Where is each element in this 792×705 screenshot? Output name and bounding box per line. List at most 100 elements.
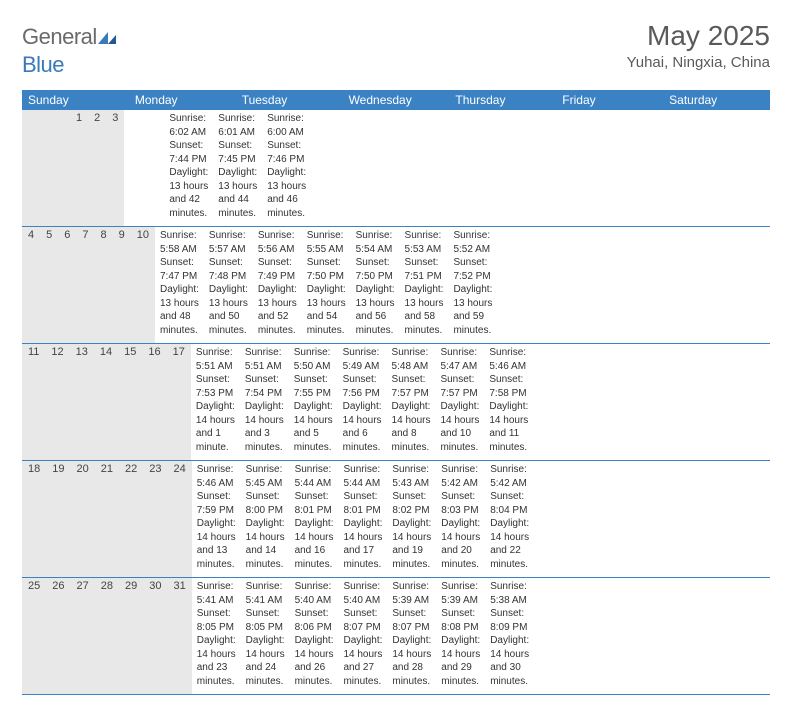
daylight-text: Daylight: 14 hours and 28 minutes.: [392, 634, 431, 688]
daylight-text: Daylight: 14 hours and 11 minutes.: [489, 400, 528, 454]
daylight-text: Daylight: 14 hours and 23 minutes.: [197, 634, 236, 688]
daylight-text: Daylight: 14 hours and 13 minutes.: [197, 517, 236, 571]
daylight-text: Daylight: 13 hours and 42 minutes.: [169, 166, 208, 220]
day-cell: Sunrise: 5:55 AMSunset: 7:50 PMDaylight:…: [302, 227, 351, 343]
sunset-text: Sunset: 7:49 PM: [258, 256, 297, 283]
sunset-text: Sunset: 8:07 PM: [343, 607, 382, 634]
sunrise-text: Sunrise: 5:44 AM: [295, 463, 334, 490]
sunset-text: Sunset: 8:02 PM: [392, 490, 431, 517]
logo: GeneralBlue: [22, 20, 117, 78]
sunrise-text: Sunrise: 5:51 AM: [196, 346, 235, 373]
sunrise-text: Sunrise: 5:42 AM: [441, 463, 480, 490]
sunrise-text: Sunrise: 5:46 AM: [197, 463, 236, 490]
day-cell: Sunrise: 5:45 AMSunset: 8:00 PMDaylight:…: [241, 461, 290, 577]
day-cell: Sunrise: 5:48 AMSunset: 7:57 PMDaylight:…: [387, 344, 436, 460]
day-cell: Sunrise: 5:42 AMSunset: 8:03 PMDaylight:…: [436, 461, 485, 577]
daylight-text: Daylight: 13 hours and 48 minutes.: [160, 283, 199, 337]
day-number: 1: [70, 110, 88, 226]
daylight-text: Daylight: 14 hours and 20 minutes.: [441, 517, 480, 571]
sunrise-text: Sunrise: 5:43 AM: [392, 463, 431, 490]
daylight-text: Daylight: 14 hours and 24 minutes.: [246, 634, 285, 688]
sunset-text: Sunset: 7:57 PM: [392, 373, 431, 400]
day-cell: Sunrise: 5:40 AMSunset: 8:07 PMDaylight:…: [338, 578, 387, 694]
weekday-header: Sunday Monday Tuesday Wednesday Thursday…: [22, 90, 770, 110]
daylight-text: Daylight: 14 hours and 8 minutes.: [392, 400, 431, 454]
sunrise-text: Sunrise: 5:52 AM: [453, 229, 492, 256]
sunrise-text: Sunrise: 5:57 AM: [209, 229, 248, 256]
sunset-text: Sunset: 7:47 PM: [160, 256, 199, 283]
daylight-text: Daylight: 13 hours and 50 minutes.: [209, 283, 248, 337]
daylight-text: Daylight: 13 hours and 56 minutes.: [356, 283, 395, 337]
daylight-text: Daylight: 13 hours and 59 minutes.: [453, 283, 492, 337]
daylight-text: Daylight: 13 hours and 54 minutes.: [307, 283, 346, 337]
day-body-row: Sunrise: 6:02 AMSunset: 7:44 PMDaylight:…: [124, 110, 311, 226]
sunset-text: Sunset: 7:52 PM: [453, 256, 492, 283]
calendar-grid: Sunday Monday Tuesday Wednesday Thursday…: [22, 90, 770, 695]
weekday-label: Friday: [556, 90, 663, 110]
daylight-text: Daylight: 13 hours and 52 minutes.: [258, 283, 297, 337]
daylight-text: Daylight: 14 hours and 16 minutes.: [295, 517, 334, 571]
daylight-text: Daylight: 14 hours and 17 minutes.: [343, 517, 382, 571]
day-number: 9: [113, 227, 131, 343]
weekday-label: Tuesday: [236, 90, 343, 110]
day-number: 29: [119, 578, 143, 694]
weeks-container: 123Sunrise: 6:02 AMSunset: 7:44 PMDaylig…: [22, 110, 770, 695]
day-number: 3: [106, 110, 124, 226]
sunset-text: Sunset: 8:09 PM: [490, 607, 529, 634]
day-number: 21: [95, 461, 119, 577]
weekday-label: Wednesday: [343, 90, 450, 110]
day-number: 26: [46, 578, 70, 694]
sunrise-text: Sunrise: 5:56 AM: [258, 229, 297, 256]
sunset-text: Sunset: 7:53 PM: [196, 373, 235, 400]
sunset-text: Sunset: 8:08 PM: [441, 607, 480, 634]
day-cell: Sunrise: 5:41 AMSunset: 8:05 PMDaylight:…: [241, 578, 290, 694]
sunset-text: Sunset: 8:06 PM: [295, 607, 334, 634]
daylight-text: Daylight: 14 hours and 14 minutes.: [246, 517, 285, 571]
sunset-text: Sunset: 7:56 PM: [343, 373, 382, 400]
day-number: [58, 110, 70, 226]
day-number-row: 123: [22, 110, 124, 226]
day-number: 27: [71, 578, 95, 694]
sunset-text: Sunset: 7:50 PM: [356, 256, 395, 283]
week: 25262728293031Sunrise: 5:41 AMSunset: 8:…: [22, 578, 770, 695]
daylight-text: Daylight: 14 hours and 5 minutes.: [294, 400, 333, 454]
title-block: May 2025 Yuhai, Ningxia, China: [627, 20, 770, 71]
week: 45678910Sunrise: 5:58 AMSunset: 7:47 PMD…: [22, 227, 770, 344]
sunset-text: Sunset: 7:55 PM: [294, 373, 333, 400]
day-number: 18: [22, 461, 46, 577]
sunrise-text: Sunrise: 5:44 AM: [343, 463, 382, 490]
day-number-row: 11121314151617: [22, 344, 191, 460]
sunrise-text: Sunrise: 5:40 AM: [295, 580, 334, 607]
logo-blue: Blue: [22, 52, 64, 77]
day-cell: Sunrise: 5:39 AMSunset: 8:08 PMDaylight:…: [436, 578, 485, 694]
sunset-text: Sunset: 7:46 PM: [267, 139, 306, 166]
day-cell: Sunrise: 5:46 AMSunset: 7:59 PMDaylight:…: [192, 461, 241, 577]
day-number: 4: [22, 227, 40, 343]
daylight-text: Daylight: 14 hours and 19 minutes.: [392, 517, 431, 571]
sunset-text: Sunset: 7:50 PM: [307, 256, 346, 283]
day-number: 6: [58, 227, 76, 343]
day-number: [34, 110, 46, 226]
day-cell: Sunrise: 5:53 AMSunset: 7:51 PMDaylight:…: [400, 227, 449, 343]
weekday-label: Thursday: [449, 90, 556, 110]
day-cell: Sunrise: 5:43 AMSunset: 8:02 PMDaylight:…: [387, 461, 436, 577]
sunrise-text: Sunrise: 6:00 AM: [267, 112, 306, 139]
sunrise-text: Sunrise: 5:47 AM: [440, 346, 479, 373]
sunset-text: Sunset: 8:01 PM: [343, 490, 382, 517]
logo-text: GeneralBlue: [22, 24, 117, 78]
daylight-text: Daylight: 14 hours and 3 minutes.: [245, 400, 284, 454]
daylight-text: Daylight: 14 hours and 1 minute.: [196, 400, 235, 454]
day-number: [22, 110, 34, 226]
week: 18192021222324Sunrise: 5:46 AMSunset: 7:…: [22, 461, 770, 578]
day-body-row: Sunrise: 5:41 AMSunset: 8:05 PMDaylight:…: [192, 578, 534, 694]
day-cell: Sunrise: 5:44 AMSunset: 8:01 PMDaylight:…: [338, 461, 387, 577]
calendar-page: GeneralBlue May 2025 Yuhai, Ningxia, Chi…: [0, 0, 792, 705]
day-cell: Sunrise: 5:52 AMSunset: 7:52 PMDaylight:…: [448, 227, 497, 343]
page-header: GeneralBlue May 2025 Yuhai, Ningxia, Chi…: [22, 20, 770, 78]
day-cell: Sunrise: 5:38 AMSunset: 8:09 PMDaylight:…: [485, 578, 534, 694]
day-cell: Sunrise: 5:56 AMSunset: 7:49 PMDaylight:…: [253, 227, 302, 343]
daylight-text: Daylight: 14 hours and 6 minutes.: [343, 400, 382, 454]
sunset-text: Sunset: 8:04 PM: [490, 490, 529, 517]
sunset-text: Sunset: 8:01 PM: [295, 490, 334, 517]
month-title: May 2025: [627, 20, 770, 52]
